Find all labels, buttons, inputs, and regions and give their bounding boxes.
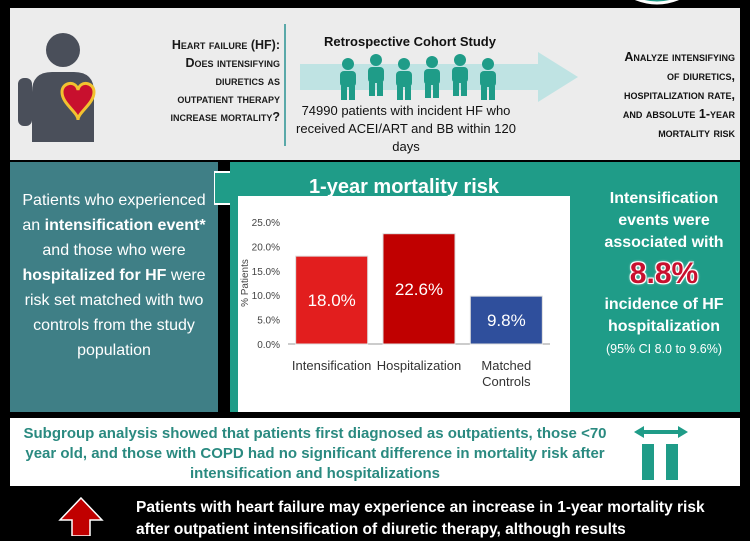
divider: [284, 24, 286, 146]
subgroup-panel: [10, 418, 740, 486]
y-tick-label: 20.0%: [252, 242, 280, 253]
methods-panel: [10, 162, 218, 412]
patient-heart-icon: [18, 33, 96, 142]
study-description: 74990 patients with incident HF who rece…: [296, 103, 516, 154]
analysis-aims: Analyze intensifying of diuretics, hospi…: [622, 50, 735, 140]
mortality-bar-chart: 0.0% 5.0% 10.0% 15.0% 20.0% 25.0% % Patients 18…: [240, 218, 550, 389]
equal-arrows-icon: [634, 426, 688, 480]
y-tick-label: 25.0%: [252, 218, 280, 229]
x-category-label: Controls: [482, 374, 531, 389]
bar-1: [295, 255, 369, 345]
bar-value-label: 9.8%: [487, 311, 526, 330]
study-title: Retrospective Cohort Study: [324, 34, 496, 49]
journal-logo: [635, 0, 679, 5]
incidence-percent: 8.8%: [629, 257, 699, 290]
bar-value-label: 22.6%: [395, 280, 443, 299]
hospitalization-stat: Intensification events were associated w…: [590, 188, 738, 360]
methods-text: Patients who experienced an intensificat…: [22, 192, 206, 359]
subgroup-text: Subgroup analysis showed that patients f…: [23, 425, 607, 482]
bar-value-label: 18.0%: [308, 291, 356, 310]
conclusion-box: [42, 492, 742, 536]
people-icon: [340, 54, 496, 100]
x-category-label: Intensification: [292, 358, 372, 373]
x-category-label: Hospitalization: [377, 358, 462, 373]
bar-2: [382, 233, 456, 345]
y-tick-label: 0.0%: [257, 340, 280, 351]
y-tick-label: 15.0%: [252, 267, 280, 278]
research-question: Heart failure (HF): Does intensifying di…: [170, 38, 280, 124]
conclusion-text: Patients with heart failure may experien…: [136, 499, 705, 538]
x-category-label: Matched: [481, 358, 531, 373]
bar-3: [469, 295, 543, 345]
confidence-interval: (95% CI 8.0 to 9.6%): [605, 342, 723, 356]
up-arrow-icon: [58, 496, 104, 536]
y-tick-label: 5.0%: [257, 316, 280, 327]
y-tick-label: 10.0%: [252, 291, 280, 302]
chart-title: 1-year mortality risk: [308, 176, 500, 198]
y-axis-label: % Patients: [240, 259, 251, 307]
